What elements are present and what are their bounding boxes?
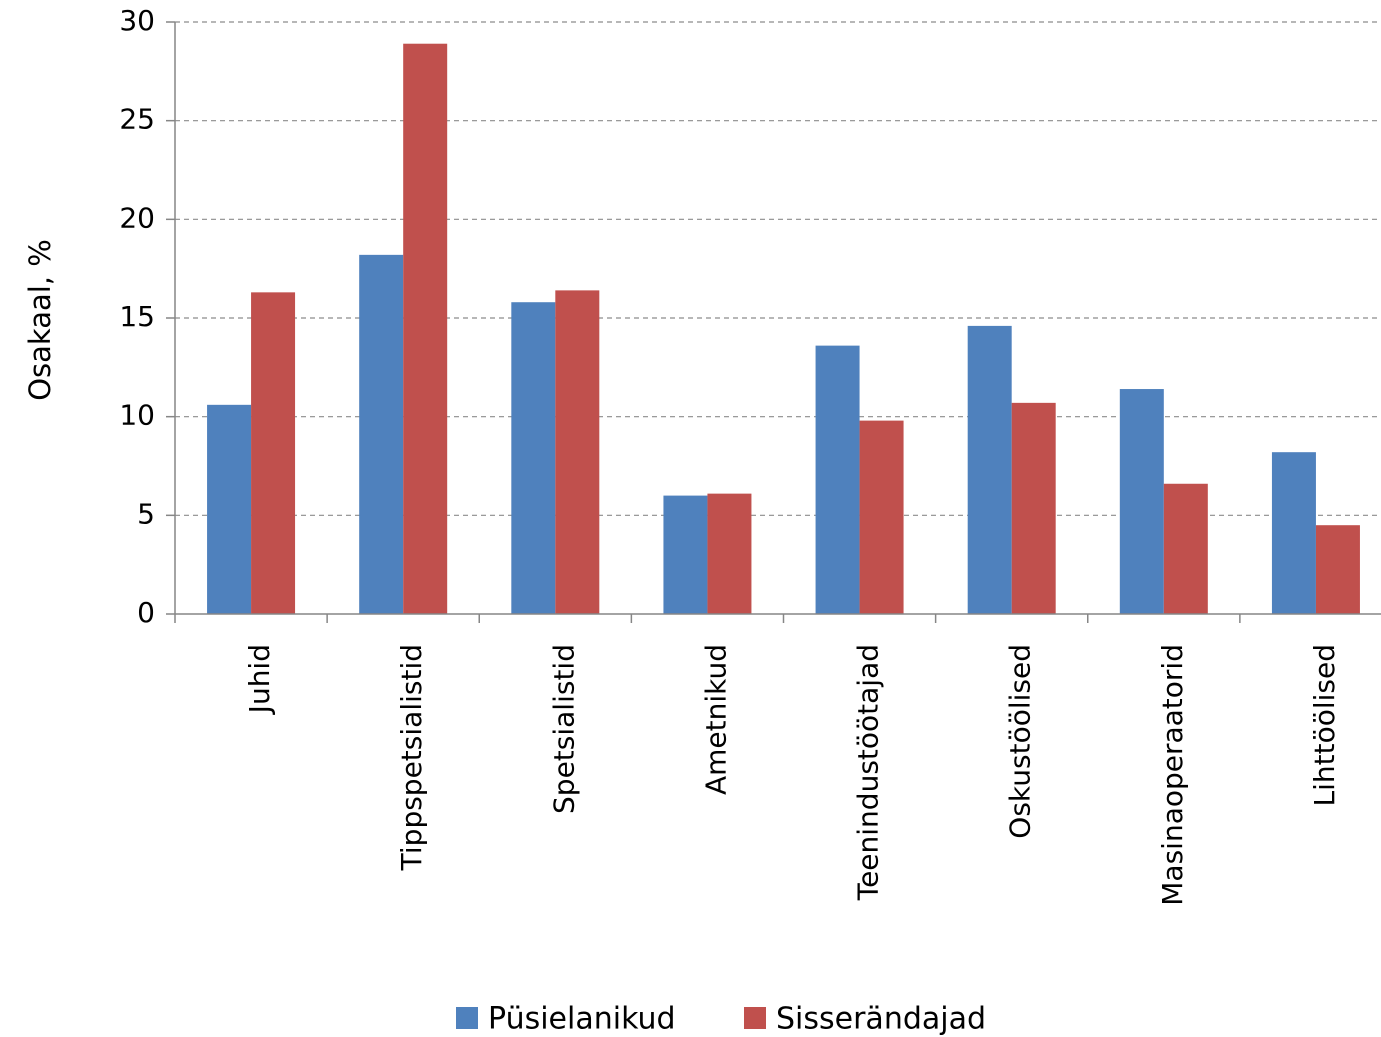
bar-series-1 [663, 495, 708, 614]
legend-label: Sisserändajad [776, 1002, 986, 1037]
bar-series-1 [967, 325, 1012, 614]
x-tick-label: Spetsialistid [547, 644, 580, 814]
y-tick-label: 25 [119, 103, 155, 136]
bar-series-2 [403, 43, 448, 614]
legend-label: Püsielanikud [488, 1002, 676, 1037]
bar-series-2 [251, 292, 296, 614]
x-tick-label: Lihttöölised [1308, 644, 1341, 807]
gridlines [175, 21, 1381, 516]
x-tick-label: Oskustöölised [1004, 644, 1037, 839]
y-tick-labels: 0 5 10 15 20 25 30 [119, 4, 155, 629]
bar-series-2 [859, 420, 904, 614]
y-tick-label: 15 [119, 300, 155, 333]
y-tick-label: 30 [119, 4, 155, 37]
x-tick-labels: Juhid Tippspetsialistid Spetsialistid Ametn… [243, 644, 1341, 906]
bar-series-1 [1271, 452, 1316, 614]
bar-series-1 [815, 345, 860, 614]
bar-series-2 [1011, 402, 1056, 614]
bar-series-1 [511, 302, 556, 614]
bar-series-2 [707, 493, 752, 614]
legend: Püsielanikud Sisserändajad [456, 1002, 986, 1037]
bar-series-2 [1315, 525, 1360, 614]
legend-swatch [744, 1007, 766, 1029]
bars [207, 43, 1360, 614]
x-tick-label: Juhid [243, 644, 276, 715]
bar-series-2 [555, 290, 600, 614]
y-tick-label: 10 [119, 399, 155, 432]
x-tick-label: Teenindustöötajad [852, 644, 885, 901]
x-tick-label: Masinaoperaatorid [1156, 644, 1189, 906]
bar-series-1 [359, 254, 404, 614]
y-tick-label: 5 [137, 497, 155, 530]
x-tick-label: Ametnikud [699, 644, 732, 795]
legend-swatch [456, 1007, 478, 1029]
y-tick-label: 0 [137, 596, 155, 629]
x-tick-label: Tippspetsialistid [395, 644, 428, 871]
bar-series-1 [207, 404, 252, 614]
y-tick-label: 20 [119, 201, 155, 234]
y-axis-label: Osakaal, % [23, 239, 57, 401]
axes [166, 21, 1381, 623]
bar-series-1 [1119, 389, 1164, 614]
bar-series-2 [1163, 483, 1208, 614]
